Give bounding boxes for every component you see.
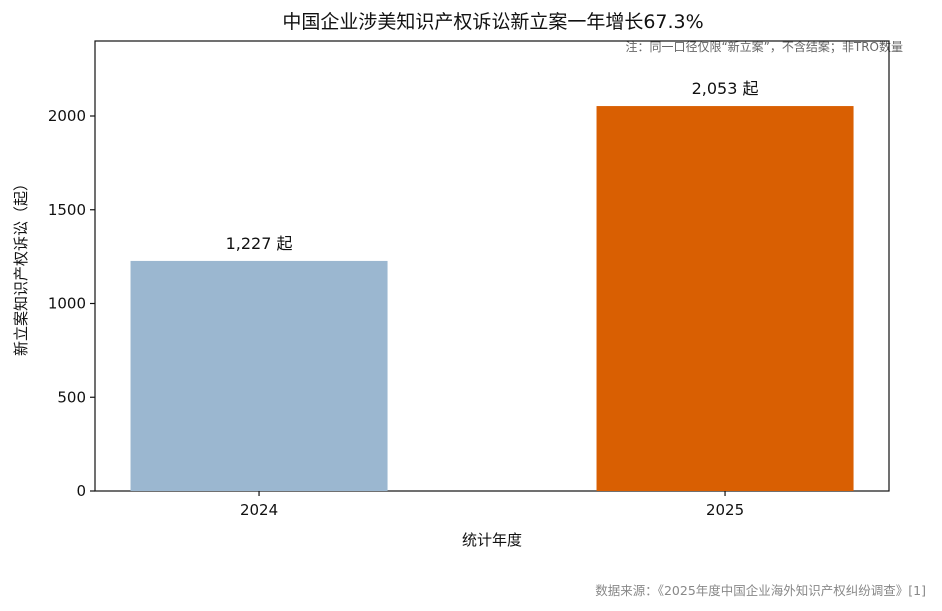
chart-note: 注：同一口径仅限“新立案”，不含结案；非TRO数量: [625, 39, 903, 54]
x-axis-ticks: 2024 2025: [240, 491, 744, 519]
bar-data-label: 1,227 起: [226, 234, 293, 253]
bars: 1,227 起 2,053 起: [130, 79, 854, 491]
y-tick-label: 1500: [48, 201, 86, 219]
y-tick-label: 2000: [48, 107, 86, 125]
y-tick-label: 500: [57, 388, 86, 406]
x-tick-label: 2025: [706, 501, 744, 519]
bar-2025: [596, 106, 854, 491]
x-tick-label: 2024: [240, 501, 278, 519]
y-tick-label: 1000: [48, 295, 86, 313]
y-axis-label: 新立案知识产权诉讼（起）: [12, 176, 30, 356]
source-note: 数据来源：《2025年度中国企业海外知识产权纠纷调查》[1]: [595, 583, 926, 598]
bar-2024: [130, 260, 388, 491]
plot-frame: [94, 40, 890, 492]
x-axis-label: 统计年度: [462, 531, 522, 549]
y-tick-label: 0: [76, 482, 86, 500]
y-axis-ticks: 0 500 1000 1500 2000: [48, 107, 95, 500]
chart-title: 中国企业涉美知识产权诉讼新立案一年增长67.3%: [282, 11, 703, 33]
bar-data-label: 2,053 起: [692, 79, 759, 98]
